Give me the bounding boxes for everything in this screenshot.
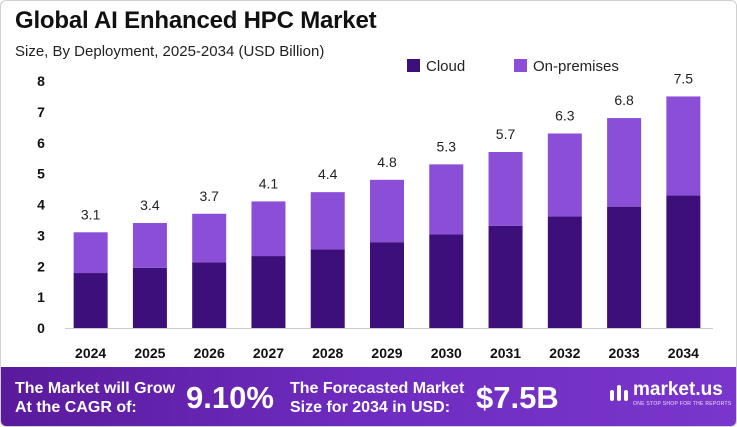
- bar-cloud-2025: [132, 267, 167, 328]
- bar-on-premises-2029: [370, 179, 404, 243]
- legend-item-cloud: Cloud: [407, 58, 465, 75]
- bar-cloud-2024: [73, 273, 108, 328]
- bar-on-premises-2026: [192, 213, 227, 263]
- forecast-value: $7.5B: [476, 380, 559, 415]
- y-tick-label: 8: [37, 73, 45, 89]
- data-label-2031: 5.7: [496, 126, 516, 142]
- bar-cloud-2028: [310, 249, 345, 328]
- x-tick-label-2033: 2033: [609, 345, 640, 361]
- data-label-2034: 7.5: [674, 70, 694, 86]
- x-tick-label-2027: 2027: [253, 345, 284, 361]
- brand-name: market.us: [633, 379, 723, 400]
- legend-swatch-cloud: [407, 59, 420, 72]
- data-label-2025: 3.4: [140, 197, 160, 213]
- bar-chart: 0 1 2 3 4 5 6 7 8 3.1 2024 3.4 2025 3.7 2026 4.1 2027 4.4…: [37, 70, 713, 361]
- x-tick-label-2024: 2024: [75, 345, 106, 361]
- data-label-2026: 3.7: [199, 188, 219, 204]
- legend-swatch-on-premises: [514, 59, 527, 72]
- x-tick-label-2031: 2031: [490, 345, 521, 361]
- y-tick-label: 3: [37, 227, 45, 243]
- x-tick-label-2032: 2032: [549, 345, 580, 361]
- forecast-label-line1: The Forecasted Market: [290, 380, 465, 397]
- bar-cloud-2029: [370, 242, 404, 328]
- x-tick-label-2029: 2029: [371, 345, 402, 361]
- bar-cloud-2033: [607, 206, 642, 328]
- y-tick-label: 5: [37, 166, 45, 182]
- data-label-2029: 4.8: [377, 154, 397, 170]
- cagr-label: The Market will Grow At the CAGR of:: [15, 379, 175, 417]
- forecast-label-line2: Size for 2034 in USD:: [290, 399, 451, 416]
- legend-label-cloud: Cloud: [426, 58, 466, 75]
- forecast-label: The Forecasted Market Size for 2034 in U…: [290, 379, 464, 417]
- chart-subtitle: Size, By Deployment, 2025-2034 (USD Bill…: [15, 43, 325, 60]
- x-tick-label-2026: 2026: [194, 345, 225, 361]
- bar-on-premises-2024: [73, 232, 108, 274]
- x-tick-label-2025: 2025: [134, 345, 165, 361]
- y-tick-label: 4: [37, 197, 45, 213]
- data-label-2032: 6.3: [555, 107, 575, 123]
- y-tick-label: 6: [37, 135, 45, 151]
- market-us-logo-icon: [610, 385, 628, 401]
- brand-tagline: ONE STOP SHOP FOR THE REPORTS: [633, 401, 732, 407]
- bar-cloud-2027: [251, 256, 286, 328]
- bar-on-premises-2033: [607, 118, 642, 207]
- bar-cloud-2030: [429, 234, 464, 328]
- bar-on-premises-2028: [310, 192, 345, 250]
- cagr-label-line2: At the CAGR of:: [15, 399, 137, 416]
- cagr-label-line1: The Market will Grow: [15, 380, 176, 397]
- bar-on-premises-2030: [429, 164, 464, 235]
- bar-on-premises-2034: [666, 96, 701, 196]
- bar-on-premises-2032: [547, 133, 582, 217]
- x-tick-label-2034: 2034: [668, 345, 699, 361]
- chart-title: Global AI Enhanced HPC Market: [15, 7, 377, 34]
- y-tick-label: 7: [37, 104, 45, 120]
- bar-cloud-2026: [192, 262, 227, 328]
- cagr-value: 9.10%: [186, 380, 274, 415]
- legend-label-on-premises: On-premises: [533, 58, 619, 75]
- bar-on-premises-2025: [132, 223, 167, 268]
- bar-on-premises-2027: [251, 201, 286, 257]
- bar-cloud-2034: [666, 195, 701, 328]
- data-label-2024: 3.1: [81, 206, 101, 222]
- bar-cloud-2032: [547, 216, 582, 328]
- y-tick-label: 1: [37, 289, 45, 305]
- data-label-2028: 4.4: [318, 166, 338, 182]
- data-label-2033: 6.8: [614, 92, 634, 108]
- data-label-2030: 5.3: [437, 138, 457, 154]
- y-tick-label: 2: [37, 258, 45, 274]
- bar-cloud-2031: [488, 225, 523, 328]
- x-tick-label-2028: 2028: [312, 345, 343, 361]
- legend-item-on-premises: On-premises: [514, 58, 619, 75]
- y-tick-label: 0: [37, 320, 45, 336]
- x-tick-label-2030: 2030: [431, 345, 462, 361]
- bar-on-premises-2031: [488, 152, 523, 226]
- footer-banner: The Market will Grow At the CAGR of: 9.1…: [1, 367, 736, 426]
- data-label-2027: 4.1: [259, 175, 279, 191]
